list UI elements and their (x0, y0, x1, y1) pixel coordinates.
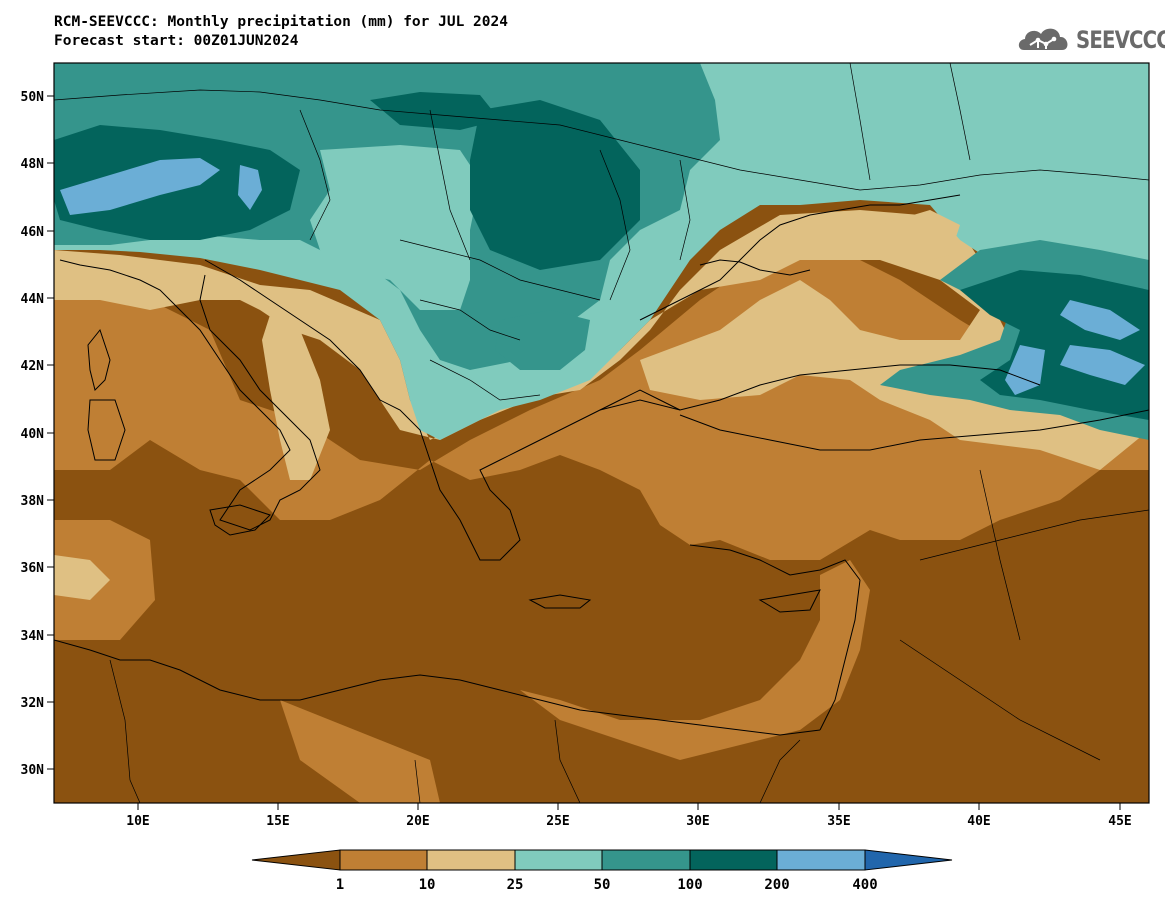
y-tick-label: 48N (21, 157, 45, 172)
y-tick-label: 32N (21, 696, 45, 711)
colorbar-segment (339, 849, 428, 871)
precip-zone-200-400mm-tatra (370, 92, 500, 130)
y-tick-label: 30N (21, 763, 45, 778)
colorbar-label: 25 (507, 877, 524, 893)
x-tick-label: 10E (126, 814, 149, 829)
y-tick-label: 38N (21, 494, 45, 509)
colorbar-segment (776, 849, 866, 871)
precip-zone-25-50mm-crimea (880, 210, 960, 265)
y-tick-label: 46N (21, 225, 45, 240)
precip-zone-10-25mm (54, 250, 1149, 560)
x-tick-label: 20E (406, 814, 429, 829)
x-tick-label: 30E (686, 814, 709, 829)
map-title-line-2: Forecast start: 00Z01JUN2024 (54, 33, 299, 49)
x-axis: 10E 15E 20E 25E 30E 35E 40E 45E (126, 803, 1132, 829)
y-tick-label: 40N (21, 427, 45, 442)
x-tick-label: 35E (827, 814, 850, 829)
colorbar-label: 10 (419, 877, 436, 893)
map-title-line-1: RCM-SEEVCCC: Monthly precipitation (mm) … (54, 14, 508, 30)
precip-zone-25-50mm-w (54, 555, 110, 600)
y-axis: 50N 48N 46N 44N 42N 40N 38N 36N 34N 32N … (21, 90, 54, 778)
colorbar: 1 10 25 50 100 200 400 (251, 849, 953, 893)
colorbar-segment (864, 849, 953, 871)
x-tick-label: 40E (967, 814, 990, 829)
x-tick-label: 25E (546, 814, 569, 829)
precip-zone-50-100mm-pannonia (310, 145, 480, 310)
cloud-network-icon (1018, 28, 1068, 50)
colorbar-segment (251, 849, 341, 871)
colorbar-label: 100 (677, 877, 702, 893)
precip-zone-400mm-caucasus-c (1005, 345, 1045, 395)
y-tick-label: 50N (21, 90, 45, 105)
colorbar-label: 200 (764, 877, 789, 893)
precip-zone-100-200mm-serbia (495, 310, 590, 370)
precip-zone-25-50mm-italy (262, 315, 330, 480)
precip-zone-400mm-alps-east (238, 165, 262, 210)
colorbar-label: 1 (336, 877, 344, 893)
colorbar-segment (689, 849, 778, 871)
precip-zone-25-50mm (54, 210, 1149, 470)
x-tick-label: 15E (266, 814, 289, 829)
precip-zone-10-25mm-libya (280, 700, 440, 803)
x-tick-label: 45E (1108, 814, 1131, 829)
precip-zone-400mm-caucasus-a (1060, 300, 1140, 340)
colorbar-label: 400 (852, 877, 877, 893)
colorbar-segment (514, 849, 603, 871)
precipitation-field (54, 63, 1149, 803)
colorbar-segment (601, 849, 691, 871)
y-tick-label: 36N (21, 561, 45, 576)
y-tick-label: 44N (21, 292, 45, 307)
y-tick-label: 34N (21, 629, 45, 644)
coastlines-and-borders (54, 63, 1149, 803)
colorbar-segment (426, 849, 516, 871)
logo-text: SEEVCCC (1076, 26, 1165, 54)
precip-zone-10-25mm-levant (520, 560, 870, 760)
seevccc-logo: SEEVCCC (1016, 22, 1165, 56)
y-tick-label: 42N (21, 359, 45, 374)
precip-zone-400mm-alps-west (60, 158, 220, 215)
colorbar-label: 50 (594, 877, 611, 893)
precip-zone-400mm-caucasus-b (1060, 345, 1145, 385)
precip-zone-200-400mm-carpathians (470, 100, 640, 270)
